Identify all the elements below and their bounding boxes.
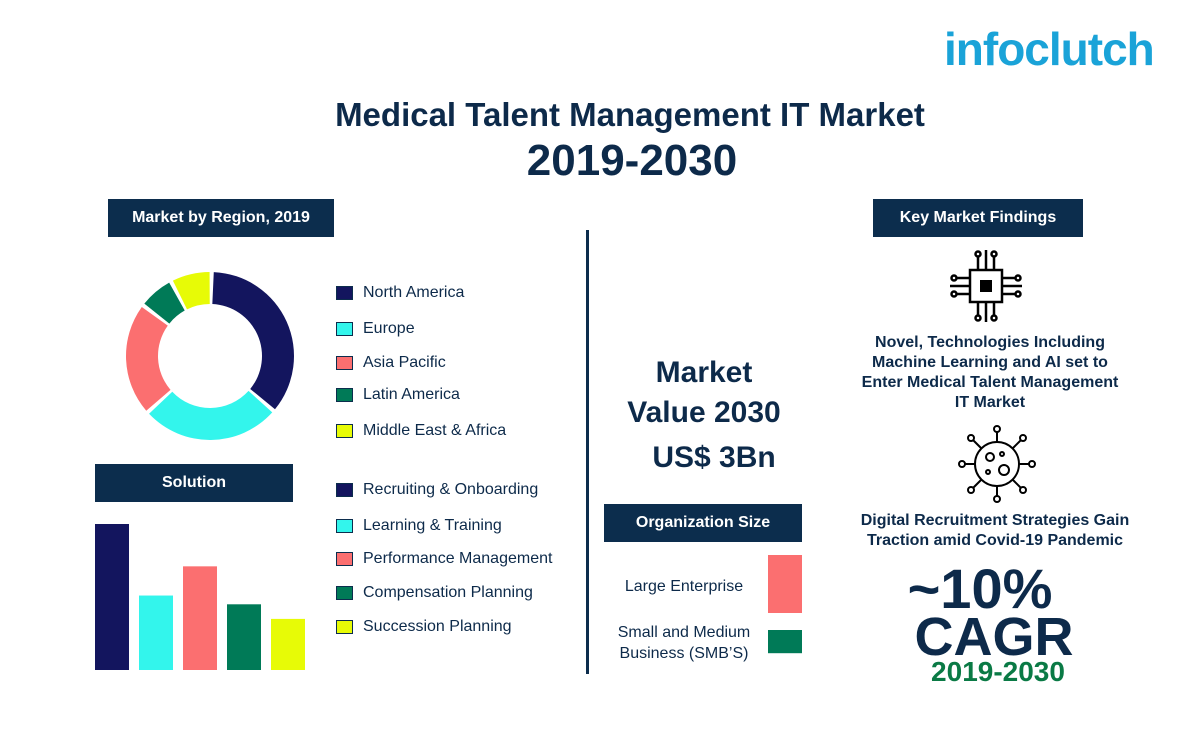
- virus-icon: [958, 425, 1036, 503]
- donut-slice-europe: [149, 390, 273, 440]
- legend-item-performance-management: Performance Management: [336, 550, 552, 568]
- legend-label: Recruiting & Onboarding: [363, 481, 539, 498]
- legend-item-succession-planning: Succession Planning: [336, 618, 512, 636]
- solution-bar-compensation-planning: [227, 604, 261, 670]
- market-value-amount: US$ 3Bn: [652, 441, 776, 474]
- legend-label: Europe: [363, 320, 415, 337]
- finding-2: Digital Recruitment Strategies Gain Trac…: [840, 511, 1150, 551]
- legend-label: North America: [363, 284, 465, 301]
- legend-swatch: [336, 519, 353, 533]
- legend-item-learning-training: Learning & Training: [336, 517, 502, 535]
- infoclutch-logo: infoclutch: [944, 23, 1155, 75]
- finding-2-line: Digital Recruitment Strategies Gain: [860, 512, 1130, 529]
- legend-swatch: [336, 483, 353, 497]
- region-header: Market by Region, 2019: [108, 199, 334, 237]
- org-smb-label-2: Business (SMB’S): [619, 645, 749, 662]
- legend-swatch: [336, 424, 353, 438]
- legend-item-recruiting-onboarding: Recruiting & Onboarding: [336, 481, 538, 499]
- legend-label: Asia Pacific: [363, 354, 446, 371]
- region-donut-chart: [126, 272, 294, 440]
- finding-1-line: Novel, Technologies Including: [875, 334, 1105, 351]
- finding-1-line: IT Market: [954, 394, 1026, 411]
- finding-1-line: Machine Learning and AI set to: [872, 354, 1108, 371]
- org-size-bar-chart: [768, 555, 802, 654]
- cagr-period: 2019-2030: [931, 656, 1065, 687]
- solution-bar-chart: [95, 524, 305, 670]
- legend-swatch: [336, 620, 353, 634]
- market-value-label-1: Market: [655, 356, 753, 389]
- solution-bar-recruiting-onboarding: [95, 524, 129, 670]
- donut-slice-north-america: [212, 272, 294, 410]
- findings-header: Key Market Findings: [873, 199, 1083, 237]
- solution-bar-performance-management: [183, 566, 217, 670]
- section-divider: [586, 230, 589, 674]
- legend-label: Middle East & Africa: [363, 422, 507, 439]
- legend-swatch: [336, 356, 353, 370]
- legend-label: Latin America: [363, 386, 460, 403]
- legend-swatch: [336, 586, 353, 600]
- microchip-icon: [950, 250, 1022, 322]
- legend-item-middle-east-africa: Middle East & Africa: [336, 422, 506, 440]
- legend-item-europe: Europe: [336, 320, 415, 338]
- page-subtitle-years: 2019-2030: [526, 136, 738, 185]
- org-bar-smb: [768, 630, 802, 654]
- finding-1: Novel, Technologies Including Machine Le…: [840, 333, 1140, 413]
- org-size-header: Organization Size: [604, 504, 802, 542]
- page-title: Medical Talent Management IT Market: [335, 96, 925, 133]
- legend-item-north-america: North America: [336, 284, 464, 302]
- legend-swatch: [336, 388, 353, 402]
- market-value-label-2: Value 2030: [627, 396, 781, 429]
- donut-slice-middle-east-africa: [172, 272, 210, 310]
- donut-slice-asia-pacific: [126, 306, 171, 411]
- legend-swatch: [336, 286, 353, 300]
- cagr-label: CAGR: [914, 607, 1074, 667]
- legend-item-compensation-planning: Compensation Planning: [336, 584, 533, 602]
- org-smb-label-1: Small and Medium: [617, 624, 751, 641]
- solution-bar-succession-planning: [271, 618, 305, 670]
- solution-bar-learning-training: [139, 595, 173, 670]
- legend-swatch: [336, 322, 353, 336]
- legend-swatch: [336, 552, 353, 566]
- org-large-label: Large Enterprise: [624, 578, 744, 595]
- finding-1-line: Enter Medical Talent Management: [861, 374, 1119, 391]
- cagr-value: ~10%: [907, 557, 1053, 620]
- donut-slice-latin-america: [144, 282, 185, 324]
- legend-label: Succession Planning: [363, 618, 512, 635]
- solution-header: Solution: [95, 464, 293, 502]
- legend-item-asia-pacific: Asia Pacific: [336, 354, 446, 372]
- finding-2-line: Traction amid Covid-19 Pandemic: [866, 532, 1124, 549]
- legend-item-latin-america: Latin America: [336, 386, 460, 404]
- org-bar-large-enterprise: [768, 555, 802, 613]
- legend-label: Performance Management: [363, 550, 553, 567]
- legend-label: Compensation Planning: [363, 584, 533, 601]
- legend-label: Learning & Training: [363, 517, 502, 534]
